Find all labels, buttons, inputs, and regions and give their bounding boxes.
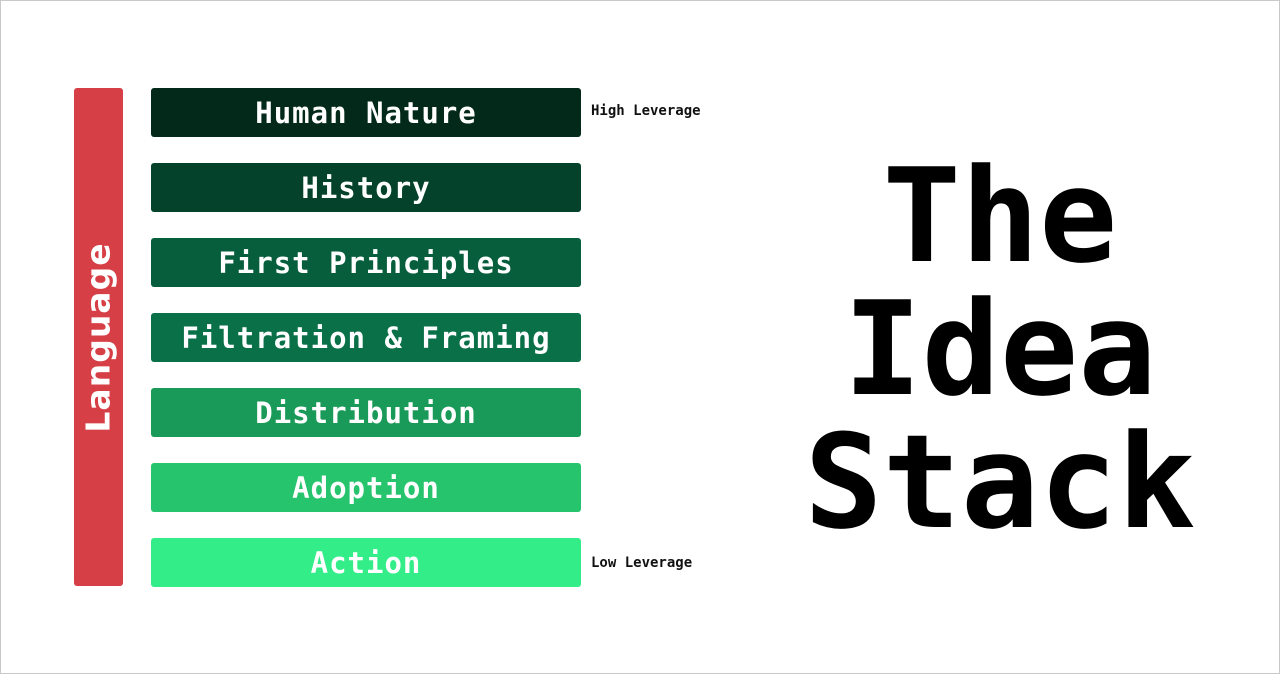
high-leverage-label: High Leverage [591, 103, 701, 119]
layer-first-principles: First Principles [151, 238, 581, 287]
title-line-1: The [882, 140, 1118, 292]
layer-history: History [151, 163, 581, 212]
layer-filtration-framing: Filtration & Framing [151, 313, 581, 362]
layer-action: Action [151, 538, 581, 587]
idea-stack: Human Nature History First Principles Fi… [151, 88, 581, 587]
layer-distribution: Distribution [151, 388, 581, 437]
language-bar: Language [74, 88, 123, 586]
low-leverage-label: Low Leverage [591, 555, 693, 571]
layer-human-nature: Human Nature [151, 88, 581, 137]
language-label: Language [79, 241, 118, 433]
title-line-3: Stack [804, 406, 1196, 558]
layer-adoption: Adoption [151, 463, 581, 512]
title-line-2: Idea [843, 273, 1157, 425]
page-title: The Idea Stack [780, 150, 1220, 549]
